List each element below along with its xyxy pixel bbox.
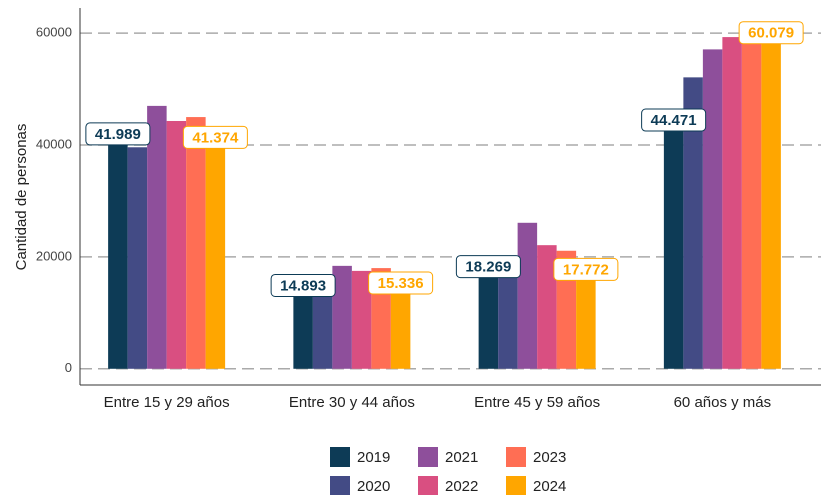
- bar: [332, 265, 352, 369]
- value-label-box: [455, 255, 521, 279]
- x-tick-label: 60 años y más: [674, 394, 772, 411]
- bar: [761, 32, 781, 369]
- bar: [293, 285, 313, 369]
- value-label: 17.772: [563, 261, 609, 278]
- bar: [127, 147, 148, 369]
- bar: [537, 245, 557, 369]
- legend-label: 2024: [533, 478, 566, 495]
- legend-swatch: [418, 476, 438, 495]
- bar: [517, 222, 538, 369]
- bar: [683, 77, 703, 369]
- bar: [205, 137, 226, 369]
- bar: [576, 269, 596, 369]
- legend-label: 2022: [445, 478, 478, 495]
- legend-label: 2019: [357, 449, 390, 466]
- bar: [390, 282, 411, 369]
- y-tick-label: 20000: [36, 248, 72, 263]
- bar: [741, 37, 762, 369]
- value-label-box: [738, 21, 804, 45]
- bar: [663, 120, 684, 369]
- y-axis-title: Cantidad de personas: [13, 124, 30, 271]
- bar: [478, 266, 499, 369]
- legend-label: 2023: [533, 449, 566, 466]
- bar: [722, 37, 742, 369]
- y-tick-label: 60000: [36, 25, 72, 40]
- value-label-box: [182, 125, 248, 149]
- legend-swatch: [330, 447, 350, 467]
- value-label: 14.893: [280, 277, 326, 294]
- bar: [312, 285, 333, 369]
- x-tick-label: Entre 45 y 59 años: [474, 394, 600, 411]
- value-label-box: [270, 273, 336, 297]
- legend-swatch: [330, 476, 350, 495]
- value-label-box: [85, 122, 151, 146]
- y-tick-label: 0: [65, 360, 72, 375]
- value-label: 60.079: [748, 25, 794, 42]
- bar: [498, 268, 518, 369]
- value-label: 41.374: [192, 129, 239, 146]
- value-label-box: [641, 108, 707, 132]
- legend-label: 2020: [357, 478, 390, 495]
- bar: [108, 133, 128, 369]
- y-tick-label: 40000: [36, 136, 72, 151]
- legend-swatch: [506, 447, 526, 467]
- value-label: 18.269: [465, 259, 511, 276]
- bar: [147, 105, 167, 369]
- legend-label: 2021: [445, 449, 478, 466]
- bar: [351, 270, 372, 369]
- x-tick-label: Entre 30 y 44 años: [289, 394, 415, 411]
- value-label-box: [553, 257, 619, 281]
- legend-swatch: [506, 476, 526, 495]
- bar: [186, 117, 206, 369]
- x-tick-label: Entre 15 y 29 años: [104, 394, 230, 411]
- value-label-box: [368, 271, 434, 295]
- legend-swatch: [418, 447, 438, 467]
- value-label: 44.471: [651, 112, 697, 129]
- value-label: 15.336: [378, 275, 424, 292]
- bar: [702, 49, 723, 369]
- value-label: 41.989: [95, 126, 141, 143]
- bar: [166, 120, 187, 369]
